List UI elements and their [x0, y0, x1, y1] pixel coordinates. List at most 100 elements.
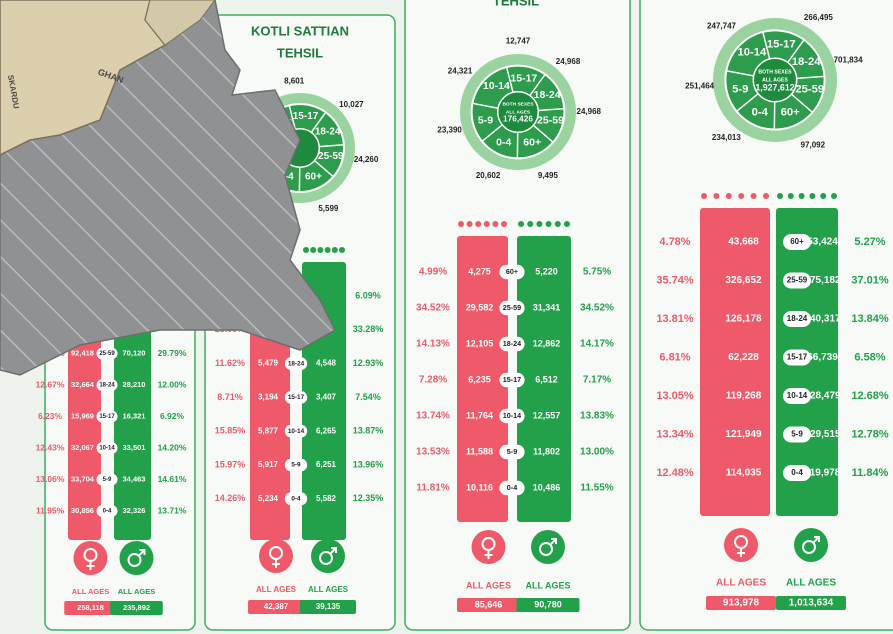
wheel-segment-label: 60+ [523, 136, 541, 148]
male-icon [119, 541, 154, 575]
age-label: 5-9 [291, 462, 301, 469]
wheel-center-text: 176,426 [503, 115, 533, 124]
male-count: 70,120 [123, 348, 146, 357]
male-count: 16,321 [123, 411, 146, 420]
age-pill [284, 458, 308, 472]
male-count: 31,341 [533, 302, 561, 312]
female-percent: 8.71% [217, 392, 243, 402]
male-total-box [516, 598, 580, 612]
female-bar [457, 236, 508, 522]
female-count: 33,704 [71, 474, 95, 483]
male-icon [311, 539, 345, 573]
male-count: 33,501 [123, 443, 146, 452]
female-count: 43,668 [728, 237, 759, 248]
female-count: 12,105 [466, 338, 494, 348]
female-count: 5,479 [258, 359, 279, 368]
female-figure [483, 221, 490, 227]
wheel-value: 24,968 [577, 107, 602, 116]
female-total: 42,387 [264, 602, 289, 611]
age-label: 15-17 [99, 414, 115, 420]
female-count: 11,764 [466, 410, 493, 420]
wheel-segment-label: 5-9 [478, 114, 493, 126]
male-total-box [300, 600, 356, 614]
female-total-box [706, 596, 776, 610]
male-count: 129,515 [804, 429, 841, 440]
male-count: 128,479 [804, 391, 841, 402]
age-pill [499, 300, 525, 316]
age-pill [96, 505, 118, 517]
male-figure [554, 221, 561, 227]
male-percent: 13.87% [353, 426, 384, 436]
female-count: 32,067 [71, 443, 94, 452]
male-percent: 12.93% [353, 358, 384, 368]
female-count: 5,877 [258, 426, 279, 435]
male-percent: 14.61% [158, 474, 187, 484]
male-percent: 12.68% [851, 390, 889, 402]
female-figure [713, 193, 720, 199]
wheel-segment-label: 18-24 [792, 56, 822, 68]
male-percent: 6.09% [355, 290, 381, 300]
age-label: 5-9 [507, 447, 517, 456]
wheel-segment-label: 18-24 [315, 127, 341, 138]
female-percent: 7.28% [419, 375, 447, 386]
female-count: 30,856 [71, 506, 94, 515]
wheel-segment-label: 5-9 [732, 83, 748, 95]
female-symbol [86, 561, 95, 570]
wheel-segment-label: 60+ [305, 172, 322, 183]
age-label: 10-14 [787, 391, 808, 400]
female-percent: 34.52% [416, 303, 450, 314]
male-count: 4,548 [316, 359, 337, 368]
female-percent: 13.34% [656, 428, 694, 440]
male-figure [831, 193, 837, 199]
male-percent: 14.20% [158, 442, 187, 452]
wheel-divider [314, 160, 334, 178]
wheel-segment-label: 18-24 [534, 89, 561, 101]
age-label: 18-24 [288, 360, 305, 367]
female-count: 29,582 [466, 302, 494, 312]
male-percent: 12.78% [851, 428, 889, 440]
female-icon [471, 530, 506, 564]
wheel-segment-label: 0-4 [752, 107, 769, 119]
male-figure [798, 193, 805, 199]
female-percent: 15.85% [215, 426, 246, 436]
male-percent: 11.55% [580, 483, 613, 494]
female-count: 11,588 [466, 446, 493, 456]
male-count: 140,317 [804, 314, 841, 325]
wheel-value: 10,027 [339, 100, 364, 109]
age-pill [96, 347, 118, 360]
wheel-divider [472, 102, 499, 109]
age-pill [96, 473, 118, 486]
male-count: 34,463 [123, 474, 146, 483]
male-symbol [539, 542, 553, 556]
age-pill [284, 391, 308, 404]
age-label: 60+ [790, 237, 804, 246]
male-percent: 6.92% [160, 411, 185, 421]
wheel-divider [505, 66, 514, 93]
age-label: 18-24 [99, 383, 115, 389]
age-label: 15-17 [288, 394, 305, 401]
female-icon [73, 541, 108, 575]
female-count: 15,969 [71, 411, 94, 420]
male-percent: 13.83% [580, 411, 614, 422]
male-total-box [776, 596, 846, 610]
age-label: 0-4 [791, 468, 803, 477]
female-symbol [484, 550, 493, 559]
wheel-segment-label: 0-4 [496, 136, 511, 148]
female-figure [738, 193, 745, 199]
male-count: 10,486 [533, 482, 561, 492]
wheel-value: 247,747 [707, 22, 736, 31]
age-pill [499, 372, 525, 388]
wheel-value: 24,968 [556, 57, 581, 66]
age-label: 15-17 [787, 353, 808, 362]
male-count: 32,326 [123, 506, 146, 515]
wheel-divider [736, 93, 759, 112]
female-total: 258,118 [77, 603, 104, 612]
age-pill [499, 336, 525, 352]
male-all-ages: ALL AGES [786, 578, 836, 589]
female-all-ages: ALL AGES [256, 585, 297, 594]
female-icon [724, 528, 758, 562]
female-figure [458, 221, 464, 227]
male-percent: 7.54% [355, 392, 381, 402]
wheel-value: 266,495 [804, 13, 833, 22]
female-percent: 12.48% [656, 467, 694, 479]
